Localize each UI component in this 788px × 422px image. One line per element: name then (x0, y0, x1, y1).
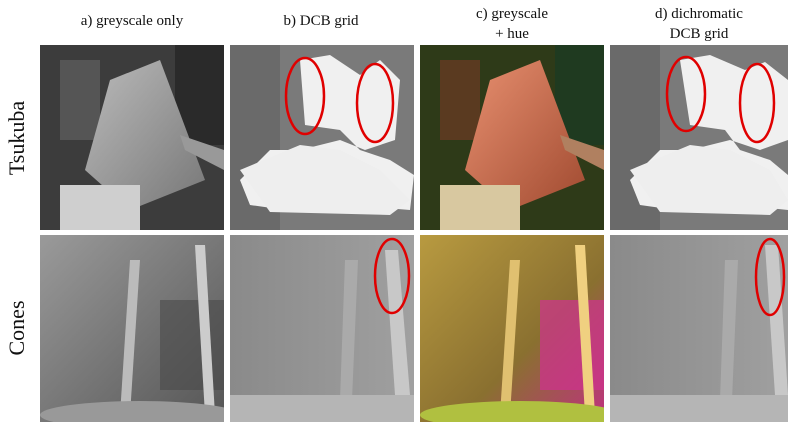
column-header: d) dichromatic (655, 6, 743, 22)
row-label: Cones (4, 301, 29, 356)
image-cones-greyscale (40, 235, 240, 422)
image-cones-hue (420, 235, 620, 422)
image-cones-dichromatic (610, 235, 788, 422)
image-tsukuba-greyscale (40, 45, 224, 230)
image-tsukuba-dichromatic (610, 45, 788, 230)
column-header: a) greyscale only (81, 13, 184, 29)
column-header: + hue (495, 26, 529, 42)
image-tsukuba-hue (420, 45, 604, 230)
figure: a) greyscale only b) DCB grid c) greyscale… (0, 0, 788, 422)
image-cones-dcb (230, 235, 414, 422)
column-header: b) DCB grid (284, 13, 360, 29)
row-label: Tsukuba (4, 101, 29, 175)
column-headers: a) greyscale only b) DCB grid c) greyscale… (81, 6, 744, 42)
column-header: c) greyscale (476, 6, 548, 22)
image-tsukuba-dcb (230, 45, 414, 230)
column-header: DCB grid (670, 26, 729, 42)
